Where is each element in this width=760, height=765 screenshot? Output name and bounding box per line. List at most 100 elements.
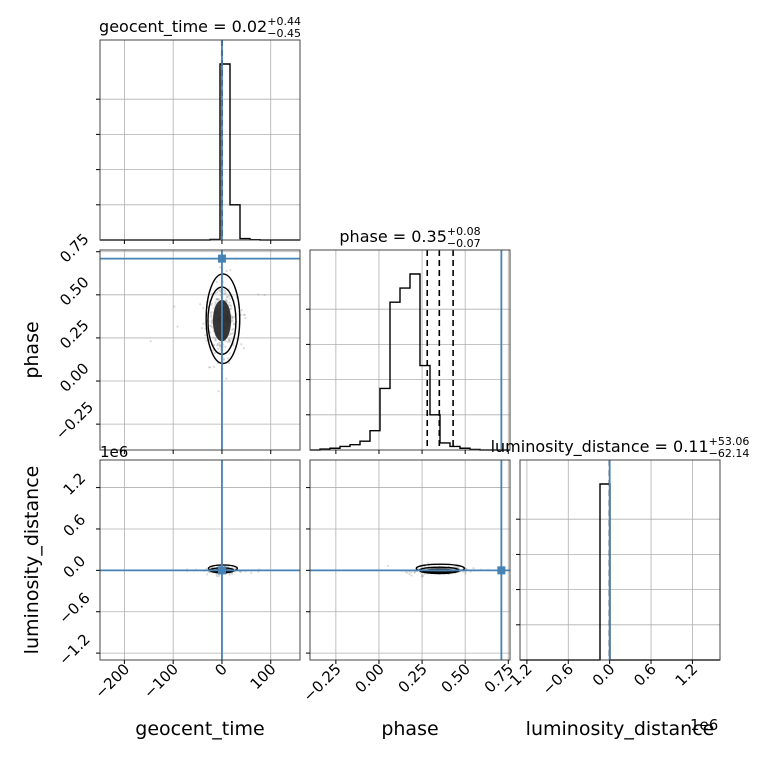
sample-point xyxy=(413,571,416,574)
sample-point xyxy=(464,572,467,575)
sample-point xyxy=(210,324,213,327)
title-minus: −0.45 xyxy=(267,27,301,40)
sample-point xyxy=(228,338,231,341)
sample-point xyxy=(243,313,246,316)
sample-point xyxy=(232,323,235,326)
sample-point xyxy=(231,316,234,319)
sample-point xyxy=(212,365,216,368)
sample-point xyxy=(210,302,213,305)
sample-point xyxy=(231,337,234,340)
sample-point xyxy=(231,328,234,332)
sample-point xyxy=(250,571,253,574)
x-tick-label: −0.6 xyxy=(539,660,577,698)
grid-layer xyxy=(100,40,720,660)
sample-point xyxy=(229,332,233,335)
sample-point xyxy=(231,332,235,335)
sample-point xyxy=(202,307,205,310)
x-tick-label: −100 xyxy=(140,660,182,702)
sample-point xyxy=(209,311,212,314)
panel-title-luminosity_distance: luminosity_distance = 0.11+53.06 xyxy=(491,435,750,457)
sample-point xyxy=(233,322,236,325)
y-tick-label: 0.6 xyxy=(60,511,90,541)
sample-point xyxy=(225,377,228,380)
histogram-phase xyxy=(310,273,510,451)
title-prefix: luminosity_distance = xyxy=(491,437,673,457)
y-tick-label: 0.00 xyxy=(56,359,92,395)
panel-frame xyxy=(99,39,301,241)
title-plus: +53.06 xyxy=(709,435,750,448)
sample-point xyxy=(214,338,217,342)
x-tick-label: −0.25 xyxy=(299,660,344,705)
panel-frame xyxy=(309,459,511,661)
sample-point xyxy=(216,298,219,301)
sample-point xyxy=(214,303,217,306)
sample-point xyxy=(199,303,202,306)
sample-point xyxy=(224,345,227,348)
sample-point xyxy=(242,313,245,317)
sample-point xyxy=(208,366,211,369)
sample-point xyxy=(216,291,219,294)
sample-point xyxy=(427,562,430,565)
sample-point xyxy=(217,347,220,351)
sample-point xyxy=(413,570,417,573)
sample-point xyxy=(457,566,460,569)
sample-point xyxy=(218,351,221,354)
sample-point xyxy=(216,343,219,346)
sample-point xyxy=(229,304,233,307)
y-tick-label: 0.75 xyxy=(56,230,92,266)
sample-point xyxy=(205,573,209,576)
panel-frame xyxy=(99,459,301,661)
sample-point xyxy=(231,315,234,318)
sample-point xyxy=(472,567,475,570)
sample-point xyxy=(212,336,215,339)
injection-marker xyxy=(217,254,226,263)
sample-point xyxy=(218,346,222,349)
y-axis-label: phase xyxy=(21,321,43,378)
injection-marker xyxy=(497,566,506,575)
sample-point xyxy=(228,573,231,576)
sample-point xyxy=(230,318,233,322)
sample-point xyxy=(215,298,218,301)
sample-point xyxy=(219,289,222,292)
x-tick-label: 100 xyxy=(247,660,280,693)
sample-point xyxy=(244,316,247,320)
sample-point xyxy=(218,341,221,345)
x-tick-label: 0.00 xyxy=(351,660,387,696)
sample-point xyxy=(225,299,228,302)
sample-point xyxy=(204,334,207,337)
sample-point xyxy=(409,570,413,574)
y-axis-label: luminosity_distance xyxy=(21,466,43,655)
sample-point xyxy=(222,288,225,292)
sample-point xyxy=(208,324,212,328)
panel-frame xyxy=(519,459,721,661)
sample-point xyxy=(228,338,231,342)
sample-point xyxy=(420,575,423,578)
sample-point xyxy=(242,347,245,350)
x-tick-label: 0.6 xyxy=(630,660,660,690)
sample-point xyxy=(223,292,226,295)
sample-point xyxy=(215,280,218,283)
sample-point xyxy=(216,344,219,347)
y-tick-label: −0.25 xyxy=(52,398,97,443)
sample-point xyxy=(228,340,232,343)
title-median: 0.02 xyxy=(232,17,268,36)
sample-point xyxy=(149,340,152,343)
sample-point xyxy=(222,357,225,360)
sample-point xyxy=(215,298,218,301)
x-tick-label: 0.0 xyxy=(589,660,619,690)
sample-point xyxy=(173,305,176,308)
sample-point xyxy=(231,317,234,320)
panel-frame xyxy=(309,249,511,451)
sample-point xyxy=(210,314,213,317)
sample-point xyxy=(229,333,232,336)
sample-point xyxy=(200,326,204,330)
sample-point xyxy=(224,339,227,343)
sample-point xyxy=(224,292,228,295)
sample-point xyxy=(216,297,219,300)
sample-point xyxy=(219,294,222,297)
x-axis-label: phase xyxy=(381,718,438,740)
x-tick-label: 1.2 xyxy=(672,660,702,690)
sample-point xyxy=(214,351,217,354)
sample-point xyxy=(210,326,214,329)
